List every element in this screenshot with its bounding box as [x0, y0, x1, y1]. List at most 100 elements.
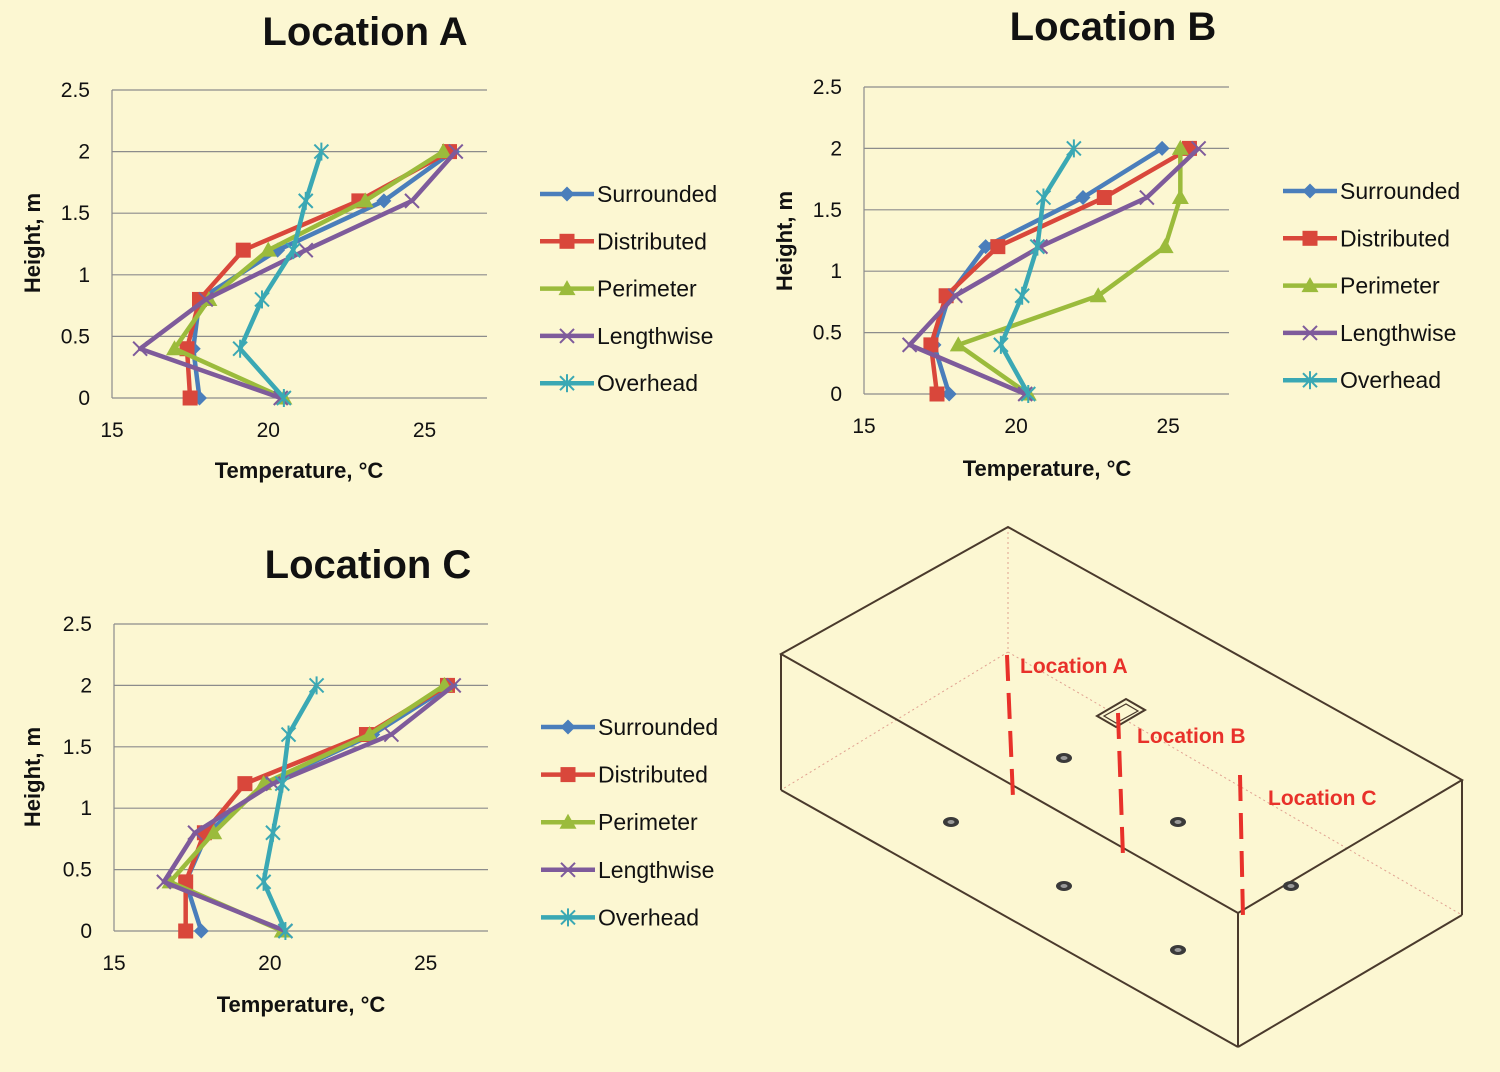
- legend-item: Distributed: [541, 762, 708, 788]
- overhead-unit-inner: [1102, 703, 1140, 724]
- data-point: [156, 874, 172, 890]
- legend-label: Lengthwise: [597, 323, 713, 349]
- legend-item: Perimeter: [1283, 273, 1440, 299]
- legend-label: Perimeter: [598, 809, 698, 835]
- data-point: [929, 386, 945, 402]
- data-point: [166, 340, 183, 356]
- data-point: [1171, 139, 1189, 155]
- series-line: [161, 683, 456, 934]
- marker-stroke: [404, 193, 420, 209]
- floor-diffuser: [1170, 817, 1186, 827]
- x-axis-label: Temperature, °C: [215, 458, 384, 483]
- floor-diffuser: [943, 817, 959, 827]
- y-tick-label: 2.5: [813, 76, 842, 99]
- y-tick-label: 1: [78, 264, 90, 287]
- floor-diffuser: [1056, 753, 1072, 763]
- legend-label: Perimeter: [597, 276, 697, 302]
- legend-label: Distributed: [598, 762, 708, 788]
- y-axis-label: Height, m: [772, 191, 797, 291]
- legend-marker: [559, 186, 575, 202]
- y-tick-label: 2: [80, 674, 92, 697]
- marker-stroke: [156, 874, 172, 890]
- y-tick-label: 1: [80, 797, 92, 820]
- chart-title: Location A: [262, 10, 467, 54]
- legend-item: Overhead: [1283, 367, 1441, 393]
- series-line: [137, 150, 458, 401]
- marker-stroke: [383, 726, 400, 743]
- y-tick-label: 0: [830, 383, 842, 406]
- data-point: [404, 193, 420, 209]
- data-point: [298, 191, 314, 210]
- y-tick-label: 0.5: [63, 859, 92, 882]
- marker-stroke: [448, 143, 464, 160]
- edge: [780, 789, 1239, 1048]
- data-point: [313, 142, 330, 161]
- legend-label: Surrounded: [1340, 178, 1460, 204]
- floor-diffuser: [1170, 945, 1186, 955]
- data-point: [255, 872, 272, 891]
- series-line: [237, 150, 324, 400]
- data-point: [978, 239, 994, 255]
- measurement-pole-b: [1116, 712, 1125, 858]
- series-line: [931, 146, 1164, 395]
- legend-label: Surrounded: [597, 181, 717, 207]
- data-point: [1066, 139, 1082, 158]
- data-point: [1029, 237, 1046, 256]
- legend-label: Distributed: [597, 228, 707, 254]
- data-point: [1035, 188, 1052, 207]
- legend-item: Lengthwise: [1283, 320, 1456, 346]
- legend-item: Lengthwise: [540, 323, 713, 349]
- data-point: [1139, 189, 1155, 206]
- series-overhead: [232, 142, 330, 407]
- legend-marker: [560, 862, 576, 878]
- series-perimeter: [949, 139, 1189, 401]
- data-point: [265, 823, 281, 842]
- marker-stroke: [446, 677, 462, 694]
- y-tick-label: 0.5: [813, 322, 842, 345]
- legend: Surrounded Distributed Perimeter Lengthwise…: [1283, 178, 1460, 393]
- legend-item: Overhead: [541, 904, 699, 930]
- y-tick-label: 2: [830, 137, 842, 160]
- data-point: [277, 922, 294, 940]
- x-tick-label: 25: [414, 952, 437, 975]
- location-b-label: Location B: [1137, 725, 1246, 748]
- series-line: [261, 684, 319, 932]
- data-point: [285, 241, 301, 260]
- y-tick-label: 1.5: [813, 199, 842, 222]
- legend-marker: [560, 767, 576, 783]
- legend-label: Lengthwise: [1340, 320, 1456, 346]
- data-point: [232, 339, 248, 358]
- data-point: [298, 242, 314, 258]
- y-tick-label: 0: [80, 920, 92, 943]
- data-point: [383, 726, 400, 743]
- data-point: [193, 923, 209, 939]
- legend-marker: [560, 719, 576, 735]
- legend-label: Lengthwise: [598, 857, 714, 883]
- data-point: [1096, 190, 1112, 206]
- measurement-pole-a: [1005, 654, 1015, 799]
- data-point: [235, 242, 251, 258]
- data-point: [178, 923, 194, 939]
- series-lengthwise: [132, 143, 464, 406]
- overhead-unit: [1095, 697, 1147, 729]
- legend-item: Lengthwise: [541, 857, 714, 883]
- series-line: [172, 149, 445, 401]
- marker-stroke: [901, 337, 918, 353]
- marker-stroke: [1017, 386, 1033, 402]
- data-point: [308, 676, 325, 695]
- x-tick-label: 15: [852, 415, 875, 438]
- data-point: [274, 774, 291, 793]
- series-lengthwise: [901, 140, 1207, 402]
- data-point: [198, 291, 214, 308]
- x-tick-label: 20: [258, 952, 281, 975]
- location-c-label: Location C: [1268, 787, 1377, 810]
- data-point: [205, 824, 223, 840]
- marker-stroke: [1139, 189, 1155, 206]
- legend-marker: [1302, 183, 1318, 199]
- legend-item: Perimeter: [541, 809, 698, 835]
- data-point: [1089, 287, 1107, 303]
- marker-stroke: [198, 291, 214, 308]
- marker-stroke: [559, 328, 575, 344]
- legend-label: Overhead: [1340, 367, 1441, 393]
